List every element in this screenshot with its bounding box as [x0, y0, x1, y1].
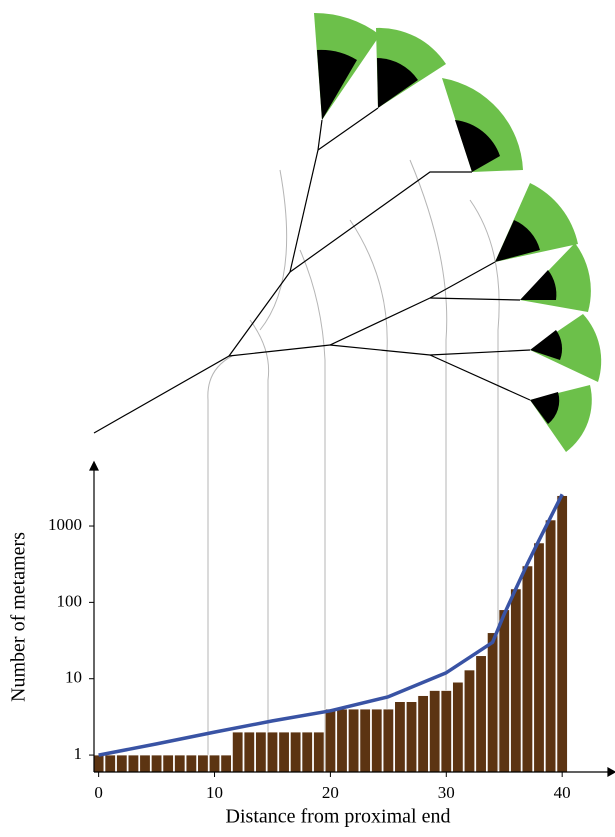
bar — [453, 682, 463, 772]
bar — [290, 732, 300, 772]
bar — [151, 755, 161, 772]
bar — [105, 755, 115, 772]
y-axis-label: Number of metamers — [8, 532, 30, 702]
bar — [117, 755, 127, 772]
bar — [487, 633, 497, 772]
x-tick-label: 0 — [94, 783, 103, 802]
bar — [557, 496, 567, 772]
bar — [232, 732, 242, 772]
x-tick-label: 30 — [438, 783, 455, 802]
bar — [163, 755, 173, 772]
bar — [279, 732, 289, 772]
bar — [175, 755, 185, 772]
bar — [198, 755, 208, 772]
branches — [94, 108, 530, 433]
page: {"chart_data": {"type": "bar", "log_y": … — [0, 0, 615, 832]
x-arrow — [608, 768, 615, 776]
bar — [418, 696, 428, 772]
bar — [545, 520, 555, 772]
bar — [140, 755, 150, 772]
x-tick-label: 20 — [322, 783, 339, 802]
bar — [406, 702, 416, 772]
bar — [360, 709, 370, 772]
x-axis-label: Distance from proximal end — [226, 806, 451, 828]
y-tick-label: 1000 — [48, 515, 82, 534]
bar — [244, 732, 254, 772]
bar — [429, 691, 439, 772]
bar — [511, 589, 521, 772]
bar — [372, 709, 382, 772]
figure: Distance from proximal end Number of met… — [0, 0, 615, 832]
bar — [522, 566, 532, 772]
bar — [267, 732, 277, 772]
connector-curves — [208, 160, 499, 770]
bar — [441, 691, 451, 772]
y-tick-label: 10 — [65, 668, 82, 687]
bar — [499, 610, 509, 772]
leaf-cores — [317, 50, 562, 424]
bar — [476, 656, 486, 772]
bar — [186, 755, 196, 772]
bar — [221, 755, 231, 772]
bar — [302, 732, 312, 772]
y-tick-label: 1 — [74, 744, 83, 763]
bar — [325, 709, 335, 772]
bar — [383, 709, 393, 772]
x-tick-label: 40 — [554, 783, 571, 802]
bar — [128, 755, 138, 772]
y-tick-label: 100 — [57, 591, 83, 610]
x-tick-label: 10 — [206, 783, 223, 802]
bar — [314, 732, 324, 772]
bar — [337, 709, 347, 772]
bar — [209, 755, 219, 772]
bar — [534, 543, 544, 772]
bar — [93, 755, 103, 772]
bar — [464, 670, 474, 772]
leaf-fans — [314, 13, 601, 452]
y-arrow — [90, 462, 98, 470]
bar — [348, 709, 358, 772]
bar — [395, 702, 405, 772]
bar — [256, 732, 266, 772]
